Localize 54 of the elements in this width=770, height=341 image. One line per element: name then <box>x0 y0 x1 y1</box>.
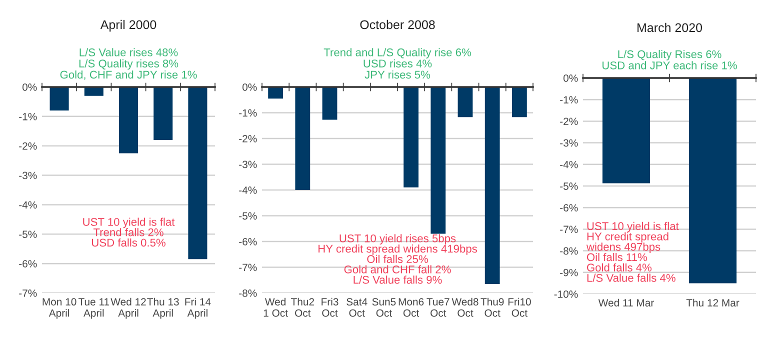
annotation: UST 10 yield is flat HY credit spread widens 497bps Oil falls 11% Gold falls 4% L/S Value falls 4% <box>586 222 679 282</box>
y-tick-label: 0% <box>563 74 578 82</box>
y-tick-label: -2% <box>19 142 37 150</box>
chart-title: October 2008 <box>360 20 435 30</box>
y-tick-label: -7% <box>560 226 578 234</box>
y-tick-label: -3% <box>239 160 257 168</box>
x-tick-label: Tue 11 April <box>78 298 110 319</box>
y-tick-label: -7% <box>239 264 257 272</box>
x-tick-label: Thu 13 April <box>147 298 179 319</box>
y-tick-label: -7% <box>19 290 37 297</box>
y-tick-label: -8% <box>239 290 257 297</box>
x-tick-label: Tue7 Oct <box>426 298 450 317</box>
y-tick-label: -6% <box>19 260 37 268</box>
y-tick-label: -8% <box>560 247 578 255</box>
x-tick-label: Wed 1 Oct <box>264 298 288 317</box>
x-tick-label: Wed 12 April <box>110 298 146 319</box>
x-tick-label: Thu2 Oct <box>291 298 314 317</box>
y-tick-label: -5% <box>239 212 257 220</box>
y-tick-label: -1% <box>19 112 37 120</box>
y-tick-label: 0% <box>22 84 37 91</box>
y-tick-label: -6% <box>239 238 257 246</box>
x-tick-label: Thu 12 Mar <box>686 298 740 307</box>
y-tick-label: -2% <box>239 135 257 142</box>
x-tick-label: Fri10 Oct <box>508 298 531 317</box>
y-tick-label: -5% <box>19 230 37 238</box>
chart-subtitle: Trend and L/S Quality rise 6% USD rises 4% JPY rises 5% <box>324 48 472 79</box>
x-tick-label: Sun5 Oct <box>372 298 396 317</box>
x-tick-label: Thu9 Oct <box>480 298 504 317</box>
y-tick-label: -3% <box>19 172 37 180</box>
x-tick-label: Fri 14 April <box>185 298 211 319</box>
x-tick-label: Mon6 Oct <box>398 298 424 317</box>
annotation: UST 10 yield is flat Trend falls 2% USD falls 0.5% <box>83 218 175 247</box>
y-tick-label: -4% <box>239 186 257 194</box>
y-tick-label: -4% <box>560 160 578 168</box>
chart-title: March 2020 <box>638 22 702 32</box>
x-tick-label: Mon 10 April <box>42 298 76 319</box>
y-tick-label: -1% <box>239 109 257 117</box>
y-tick-label: -4% <box>19 201 37 209</box>
y-tick-label: 0% <box>242 84 257 91</box>
y-tick-label: -1% <box>560 96 578 104</box>
x-tick-label: Wed8 Oct <box>452 298 478 317</box>
chart-subtitle: L/S Value rises 48% L/S Quality rises 8% Gold, CHF and JPY rise 1% <box>60 48 197 80</box>
annotation: UST 10 yield rises 5bps HY credit spread widens 419bps Oil falls 25% Gold and CHF fall 2% L/S Value falls 9% <box>318 234 477 284</box>
y-tick-label: -9% <box>560 268 578 276</box>
y-tick-label: -2% <box>560 118 578 126</box>
chart-title: April 2000 <box>100 20 156 32</box>
x-tick-label: Wed 11 Mar <box>598 298 654 307</box>
chart-subtitle: L/S Quality Rises 6% USD and JPY each rise 1% <box>602 50 737 70</box>
y-tick-label: -6% <box>560 204 578 212</box>
y-tick-label: -10% <box>554 290 578 298</box>
x-tick-label: Fri3 Oct <box>322 298 338 317</box>
y-tick-label: -5% <box>560 182 578 190</box>
y-tick-label: -3% <box>560 139 578 147</box>
x-tick-label: Sat4 Oct <box>346 298 368 317</box>
